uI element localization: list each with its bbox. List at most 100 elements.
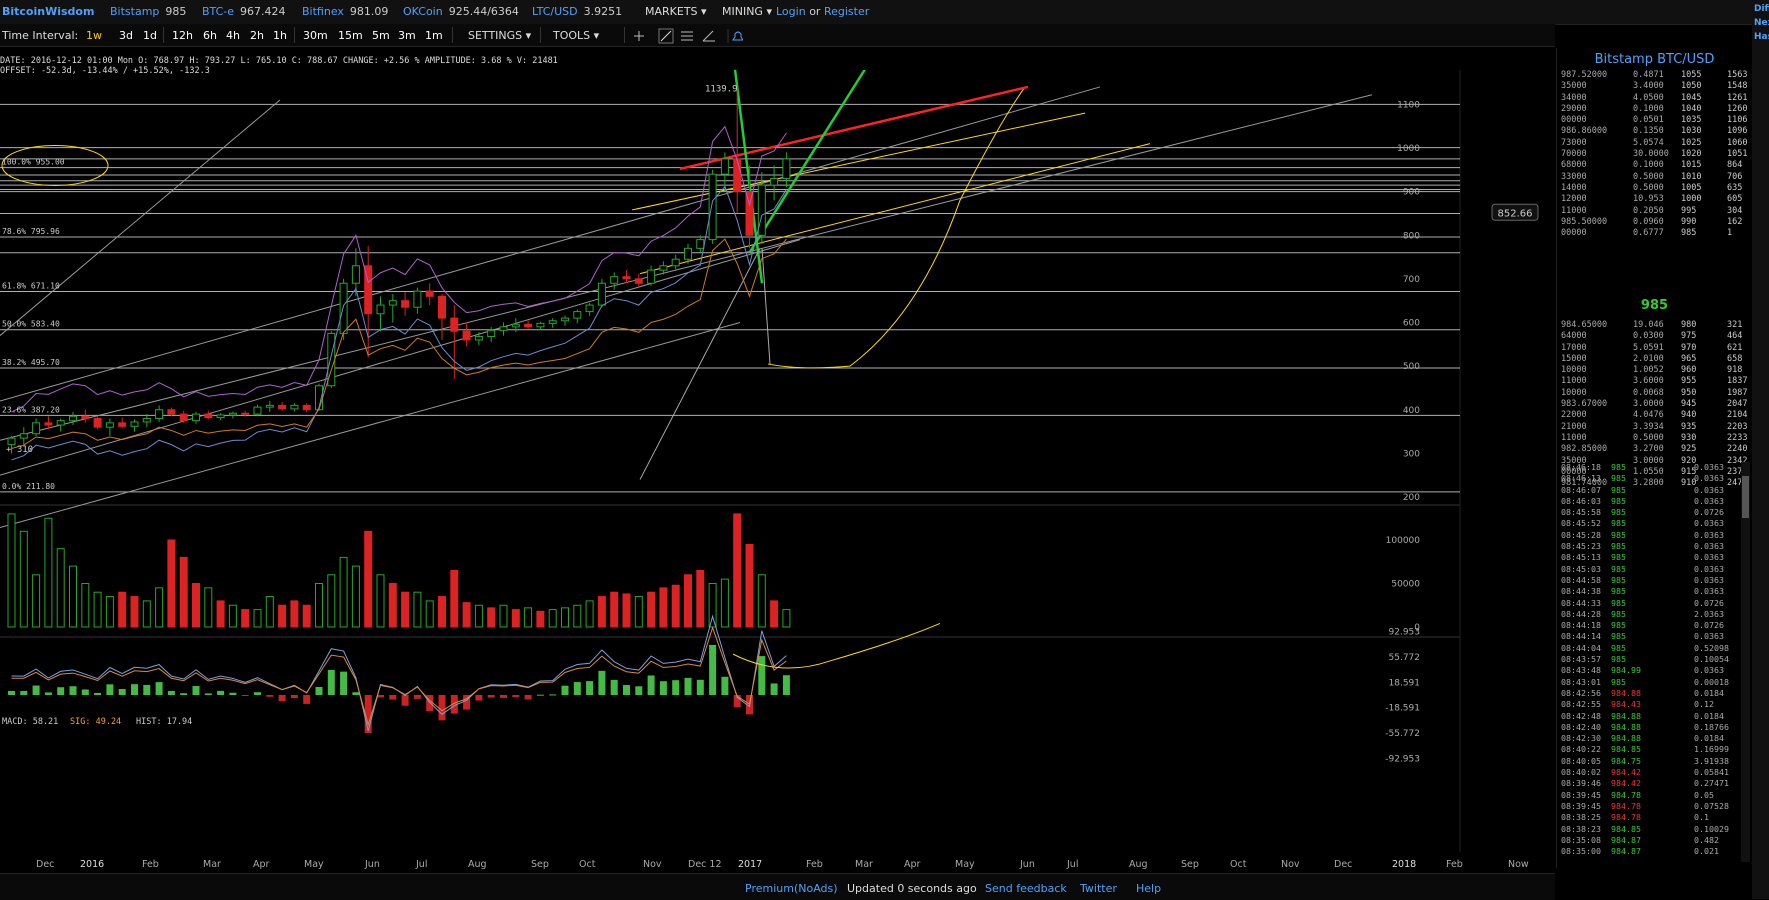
candlesticks — [7, 86, 791, 461]
macd-projection-curve — [732, 622, 941, 669]
crosshair-tool-icon[interactable] — [634, 31, 644, 41]
scrollbar-thumb[interactable] — [1742, 476, 1749, 518]
settings-menu[interactable]: SETTINGS ▾ — [468, 29, 532, 42]
alert-bell-icon[interactable] — [732, 31, 743, 41]
trade-cell: 08:45:23 — [1561, 541, 1601, 552]
interval-1d[interactable]: 1d — [143, 29, 157, 42]
candle-body — [585, 304, 594, 313]
macd-histogram-bar — [696, 679, 704, 695]
x-axis-label: 2018 — [1392, 859, 1417, 870]
orderbook-cell: 970 — [1681, 342, 1697, 353]
trade-cell: 08:44:28 — [1561, 608, 1601, 619]
macd-tick-label: -55.772 — [1385, 729, 1420, 739]
next-label[interactable]: Next: — [1754, 18, 1769, 28]
trade-cell: 0.0363 — [1694, 473, 1724, 484]
interval-5m[interactable]: 5m — [372, 29, 390, 42]
mining-menu[interactable]: MINING ▾ — [722, 5, 772, 18]
orderbook-cell: 1060 — [1727, 137, 1748, 148]
candle-body — [155, 409, 164, 419]
orderbook-cell: 2477 — [1727, 478, 1748, 489]
difficulty-label[interactable]: Diffic — [1754, 4, 1769, 14]
mid-price: 985 — [1640, 298, 1669, 313]
interval-12h[interactable]: 12h — [172, 29, 193, 42]
candle-body — [204, 413, 213, 419]
volume-bar — [597, 596, 606, 628]
volume-bar — [69, 565, 77, 628]
orderbook-cell: 2233 — [1727, 432, 1748, 443]
macd-histogram-bar — [721, 676, 729, 695]
premium-link[interactable]: Premium(NoAds) — [745, 882, 838, 895]
interval-3d[interactable]: 3d — [119, 29, 133, 42]
brand-logo[interactable]: BitcoinWisdom — [2, 5, 95, 18]
volume-bar — [610, 591, 619, 628]
candle-body — [364, 265, 373, 315]
orderbook-panel: Bitstamp BTC/USD 987.52000 0.4871 1055 1563… — [1556, 48, 1752, 868]
market-ltcusd[interactable]: LTC/USD 3.9251 — [532, 5, 623, 18]
interval-30m[interactable]: 30m — [303, 29, 328, 42]
line-tool-icon[interactable] — [658, 28, 674, 44]
tools-menu[interactable]: TOOLS ▾ — [553, 29, 600, 42]
interval-1h[interactable]: 1h — [273, 29, 287, 42]
market-bitfinex[interactable]: Bitfinex 981.09 — [302, 5, 389, 18]
orderbook-cell: 2.0100 — [1633, 353, 1664, 364]
orderbook-cell: 980 — [1681, 320, 1697, 330]
volume-bar — [622, 593, 631, 628]
orderbook-title[interactable]: Bitstamp BTC/USD — [1594, 52, 1715, 67]
interval-3m[interactable]: 3m — [398, 29, 416, 42]
price-chart[interactable]: 1100 1000 900 800 700 600 500 400 300 200 100.0% 9… — [0, 70, 1555, 870]
orderbook-cell: 162 — [1727, 216, 1743, 227]
axis-labels: 1100 1000 900 800 700 600 500 400 300 200 100.0% 9… — [2, 84, 1539, 764]
macd-histogram-bar — [8, 690, 15, 695]
hash-label[interactable]: Hash — [1754, 32, 1769, 42]
market-okcoin[interactable]: OKCoin 925.44/6364 — [403, 5, 519, 18]
pen-tool-icon[interactable] — [702, 30, 715, 42]
trade-cell: 984.42 — [1611, 767, 1641, 778]
volume-tick-label: 100000 — [1386, 536, 1421, 546]
macd-histogram-bar — [524, 695, 532, 700]
trades-scrollbar[interactable] — [1741, 462, 1750, 862]
x-axis-label: Apr — [904, 859, 921, 870]
login-link[interactable]: Login — [776, 5, 806, 18]
fib-label: 23.6% 387.20 — [2, 405, 60, 414]
volume-bar — [511, 609, 520, 628]
markets-menu[interactable]: MARKETS ▾ — [645, 5, 707, 18]
interval-15m[interactable]: 15m — [338, 29, 363, 42]
volume-bar — [720, 578, 729, 628]
market-btce[interactable]: BTC-e 967.424 — [202, 5, 286, 18]
macd-tick-label: 55.772 — [1389, 653, 1421, 663]
crosshair-price-box — [1491, 203, 1539, 221]
help-link[interactable]: Help — [1136, 882, 1162, 895]
trade-cell: 984.88 — [1611, 721, 1641, 732]
orderbook-cell: 3.0000 — [1633, 455, 1664, 466]
interval-6h[interactable]: 6h — [203, 29, 217, 42]
interval-2h[interactable]: 2h — [250, 29, 264, 42]
orderbook-cell: 706 — [1727, 171, 1743, 182]
macd-label: HIST: 17.94 — [136, 717, 192, 727]
volume-bar — [204, 587, 213, 628]
register-link[interactable]: Register — [823, 5, 870, 18]
market-bitstamp[interactable]: Bitstamp 985 — [110, 5, 187, 18]
trade-cell: 08:43:48 — [1561, 665, 1601, 676]
interval-1w[interactable]: 1w — [86, 29, 102, 42]
volume-bar — [130, 596, 139, 628]
macd-histogram-bar — [44, 692, 52, 695]
orderbook-cell: 2372 — [1727, 466, 1748, 477]
feedback-link[interactable]: Send feedback — [985, 882, 1067, 895]
fib-tool-icon[interactable] — [681, 31, 693, 41]
trade-cell: 08:44:33 — [1561, 597, 1601, 608]
trade-cell: 0.021 — [1694, 846, 1719, 857]
twitter-link[interactable]: Twitter — [1080, 882, 1117, 895]
macd-histogram-bar — [266, 695, 274, 697]
candle-body — [32, 422, 41, 435]
orderbook-cell: 1106 — [1727, 115, 1748, 126]
candle-body — [253, 406, 262, 415]
macd-histogram-bar — [106, 684, 114, 695]
interval-1m[interactable]: 1m — [425, 29, 443, 42]
volume-bar — [413, 591, 422, 628]
volume-bar — [561, 607, 569, 628]
price-tick-label: 900 — [1403, 188, 1420, 198]
orderbook-cell: 0.1000 — [1633, 160, 1664, 171]
candle-body — [720, 158, 729, 175]
interval-4h[interactable]: 4h — [226, 29, 240, 42]
trade-cell: 0.0363 — [1694, 574, 1724, 585]
